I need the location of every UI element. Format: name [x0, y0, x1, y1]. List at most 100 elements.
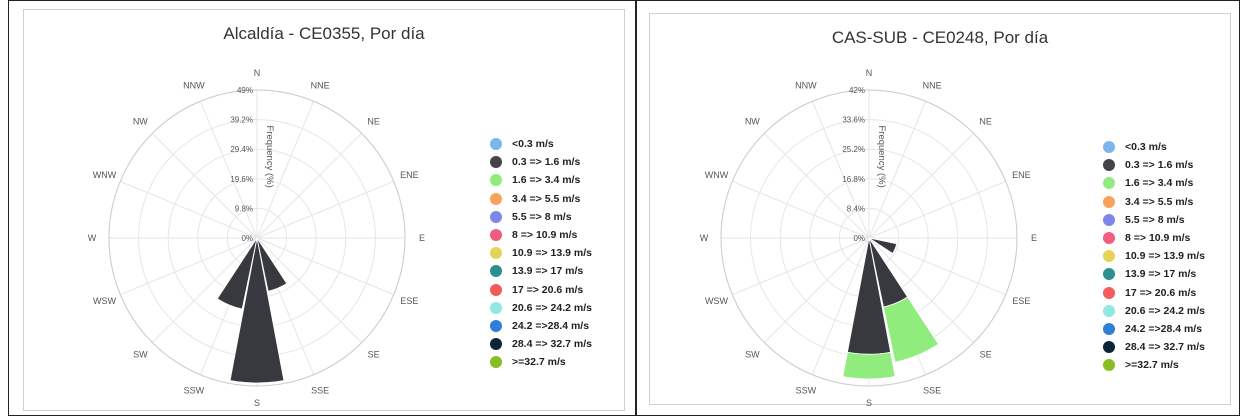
grid-spoke [256, 101, 315, 239]
radial-tick-label: 8.4% [847, 204, 865, 213]
legend-item[interactable]: 13.9 => 17 m/s [490, 262, 592, 280]
rose-sector-sse [256, 237, 288, 292]
legend-item[interactable]: 1.6 => 3.4 m/s [1103, 174, 1205, 192]
direction-label-w: W [88, 233, 97, 243]
legend-label: >=32.7 m/s [512, 356, 566, 369]
wind-rose-plot: 0% 8.4% 16.8% 25.2% 33.6% 42% Frequency (%) N NN… [700, 68, 1037, 408]
legend-marker [490, 192, 502, 205]
legend-item[interactable]: 8 => 10.9 m/s [490, 226, 592, 244]
direction-label-n: N [866, 68, 873, 78]
grid-spoke [151, 132, 258, 239]
legend-item[interactable]: 17 => 20.6 m/s [1103, 284, 1205, 302]
grid-spoke [256, 180, 394, 239]
legend-label: <0.3 m/s [1125, 141, 1167, 154]
legend-marker [490, 174, 502, 187]
grid-spoke [811, 101, 870, 239]
legend-item[interactable]: <0.3 m/s [490, 135, 592, 153]
grid-spoke [763, 132, 870, 239]
grid-spoke [256, 237, 394, 296]
legend-label: 24.2 =>28.4 m/s [1125, 322, 1203, 335]
grid-spoke [868, 180, 1006, 239]
direction-label-s: S [254, 398, 260, 408]
direction-label-wsw: WSW [93, 296, 116, 306]
radial-tick-label: 16.8% [842, 175, 865, 184]
legend-item[interactable]: 24.2 =>28.4 m/s [490, 317, 592, 335]
radial-tick-label: 49% [237, 86, 253, 95]
radial-axis-title: Frequency (%) [876, 125, 887, 187]
legend-item[interactable]: 10.9 => 13.9 m/s [490, 244, 592, 262]
legend-marker [490, 247, 502, 260]
direction-label-s: S [866, 398, 872, 408]
direction-label-sse: SSE [311, 385, 329, 395]
legend-item[interactable]: 8 => 10.9 m/s [1103, 229, 1205, 247]
direction-label-sw: SW [133, 350, 148, 360]
direction-label-nnw: NNW [183, 81, 205, 91]
legend-marker [1103, 322, 1115, 335]
legend-label: 24.2 =>28.4 m/s [512, 319, 590, 332]
legend-label: 13.9 => 17 m/s [1125, 268, 1197, 281]
chart-title: CAS-SUB - CE0248, Por día [831, 28, 1049, 47]
legend-item[interactable]: >=32.7 m/s [490, 353, 592, 371]
legend-item[interactable]: 0.3 => 1.6 m/s [490, 153, 592, 171]
legend-marker [490, 265, 502, 278]
outer-ring [720, 89, 1018, 387]
legend-marker [1103, 213, 1115, 226]
direction-label-ssw: SSW [796, 385, 817, 395]
grid-spoke [120, 237, 258, 296]
legend-marker [490, 356, 502, 369]
legend-item[interactable]: <0.3 m/s [1103, 138, 1205, 156]
legend-label: 17 => 20.6 m/s [1125, 286, 1197, 299]
legend-label: 20.6 => 24.2 m/s [1125, 304, 1205, 317]
direction-label-nne: NNE [923, 81, 942, 91]
legend-item[interactable]: >=32.7 m/s [1103, 356, 1205, 374]
legend-marker [490, 319, 502, 332]
direction-label-sw: SW [745, 350, 760, 360]
legend-marker [490, 301, 502, 314]
legend-item[interactable]: 17 => 20.6 m/s [490, 281, 592, 299]
legend-marker [1103, 177, 1115, 190]
legend-label: 8 => 10.9 m/s [1125, 232, 1191, 245]
legend-label: <0.3 m/s [512, 138, 554, 151]
direction-label-sse: SSE [923, 385, 941, 395]
chart-panel-cas-sub: CAS-SUB - CE0248, Por día 0% 8.4% 16.8% 25.… [636, 0, 1240, 416]
legend-marker [1103, 232, 1115, 245]
direction-label-se: SE [368, 350, 380, 360]
legend-item[interactable]: 3.4 => 5.5 m/s [490, 190, 592, 208]
legend-item[interactable]: 5.5 => 8 m/s [490, 208, 592, 226]
legend-item[interactable]: 3.4 => 5.5 m/s [1103, 193, 1205, 211]
rose-sector-sse [882, 296, 939, 363]
legend-label: 3.4 => 5.5 m/s [1125, 195, 1194, 208]
legend-item[interactable]: 20.6 => 24.2 m/s [1103, 302, 1205, 320]
chart-title: Alcaldía - CE0355, Por día [223, 24, 425, 43]
grid-spoke [151, 237, 258, 344]
direction-label-ssw: SSW [184, 385, 205, 395]
legend-item[interactable]: 1.6 => 3.4 m/s [490, 171, 592, 189]
legend-item[interactable]: 0.3 => 1.6 m/s [1103, 156, 1205, 174]
legend-item[interactable]: 5.5 => 8 m/s [1103, 211, 1205, 229]
radial-axis-title: Frequency (%) [264, 125, 275, 187]
direction-label-wsw: WSW [705, 296, 728, 306]
grid-spoke [256, 132, 363, 239]
direction-label-e: E [1031, 233, 1037, 243]
legend-item[interactable]: 28.4 => 32.7 m/s [1103, 338, 1205, 356]
legend-label: 10.9 => 13.9 m/s [512, 247, 592, 260]
legend-item[interactable]: 20.6 => 24.2 m/s [490, 299, 592, 317]
legend-label: 20.6 => 24.2 m/s [512, 301, 592, 314]
legend-marker [490, 229, 502, 242]
grid-spoke [763, 237, 870, 344]
legend-label: 28.4 => 32.7 m/s [512, 338, 592, 351]
legend-marker [1103, 341, 1115, 354]
grid-spoke [811, 237, 870, 375]
grid-spoke [868, 101, 927, 239]
legend-marker [490, 138, 502, 151]
legend-item[interactable]: 24.2 =>28.4 m/s [1103, 320, 1205, 338]
legend-item[interactable]: 28.4 => 32.7 m/s [490, 335, 592, 353]
legend-marker [1103, 250, 1115, 263]
radial-tick-label: 19.6% [230, 175, 253, 184]
grid-spoke [199, 101, 258, 239]
legend-label: 0.3 => 1.6 m/s [1125, 159, 1194, 172]
legend-item[interactable]: 10.9 => 13.9 m/s [1103, 247, 1205, 265]
legend-item[interactable]: 13.9 => 17 m/s [1103, 265, 1205, 283]
legend-marker [1103, 359, 1115, 372]
direction-label-se: SE [980, 350, 992, 360]
